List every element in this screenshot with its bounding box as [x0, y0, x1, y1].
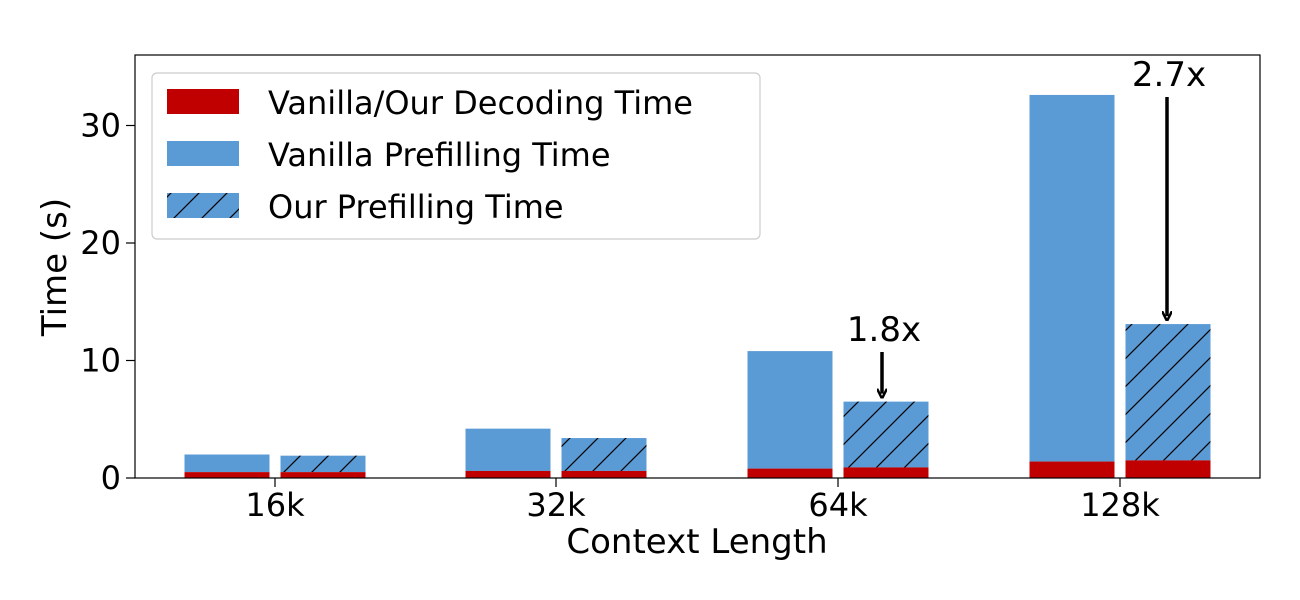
bar-our-decoding-32k — [561, 470, 647, 478]
bar-our-prefill-hatch-16k — [280, 455, 366, 473]
bar-our-prefill-hatch-128k — [1125, 324, 1211, 461]
legend-label-decoding: Vanilla/Our Decoding Time — [268, 84, 693, 122]
legend-swatch-decoding — [167, 89, 239, 114]
bar-vanilla-decoding-16k — [184, 472, 270, 478]
plot-frame — [134, 54, 1261, 479]
bar-our-decoding-128k — [1125, 460, 1211, 478]
x-axis: 16k 32k 64k 128k — [245, 478, 1160, 524]
bar-our-prefill-hatch-32k — [561, 438, 647, 471]
legend: Vanilla/Our Decoding Time Vanilla Prefil… — [151, 72, 761, 240]
x-tick-label: 16k — [245, 486, 305, 524]
y-tick-label: 10 — [80, 342, 121, 380]
x-axis-label: Context Length — [566, 522, 827, 562]
bar-vanilla-prefill-128k — [1029, 94, 1115, 462]
bar-vanilla-prefill-16k — [184, 454, 270, 473]
y-axis-label: Time (s) — [35, 198, 75, 337]
y-tick-label: 0 — [101, 459, 121, 497]
y-axis: 0 10 20 30 — [80, 107, 135, 497]
x-tick-label: 32k — [526, 486, 586, 524]
bar-our-decoding-16k — [280, 472, 366, 478]
bar-vanilla-decoding-32k — [465, 470, 551, 478]
legend-swatch-vanilla-prefill — [167, 141, 239, 166]
annotation-label-64k: 1.8x — [847, 310, 921, 350]
bars-layer — [184, 94, 1211, 478]
bar-vanilla-prefill-64k — [747, 351, 833, 469]
legend-swatch-our-prefill-hatch — [167, 193, 239, 218]
bar-vanilla-decoding-64k — [747, 468, 833, 478]
bar-vanilla-prefill-32k — [465, 428, 551, 471]
x-tick-label: 64k — [808, 486, 868, 524]
y-tick-label: 20 — [80, 224, 121, 262]
legend-label-vanilla-prefill: Vanilla Prefilling Time — [268, 136, 611, 174]
legend-box — [151, 72, 761, 240]
legend-label-our-prefill: Our Prefilling Time — [268, 188, 564, 226]
bar-vanilla-decoding-128k — [1029, 461, 1115, 478]
annotation-label-128k: 2.7x — [1132, 55, 1206, 95]
x-tick-label: 128k — [1080, 486, 1160, 524]
annotations-layer: 1.8x 2.7x — [847, 55, 1206, 394]
bar-our-decoding-64k — [843, 467, 929, 478]
y-tick-label: 30 — [80, 107, 121, 145]
bar-our-prefill-hatch-64k — [843, 401, 929, 468]
